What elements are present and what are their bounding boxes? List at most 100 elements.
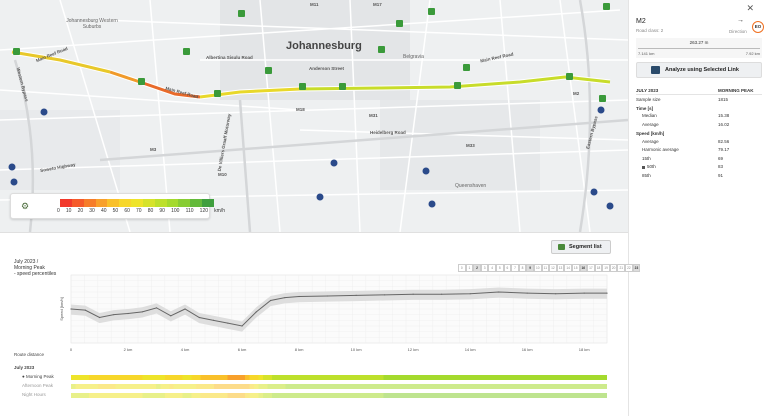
x-tick-label: 4 km xyxy=(181,347,190,352)
data-point xyxy=(606,292,608,294)
hour-cell[interactable]: 6 xyxy=(503,264,512,272)
data-point xyxy=(212,319,215,321)
slider-min: 7.141 km xyxy=(638,51,655,56)
legend-swatch xyxy=(95,199,108,207)
legend-tick: 90 xyxy=(159,208,165,214)
strip-label-night[interactable]: Night Hours xyxy=(22,392,46,397)
time-section-label: Time [s] xyxy=(636,105,654,111)
p85-label: 85th xyxy=(642,172,651,178)
data-point xyxy=(184,308,186,310)
legend-swatch xyxy=(83,199,96,207)
legend-swatch xyxy=(154,199,167,207)
slider-track[interactable] xyxy=(638,48,760,49)
hour-cell[interactable]: 9 xyxy=(526,264,534,272)
distance-slider[interactable]: 263.27 m 7.141 km 7.92 km xyxy=(636,38,762,58)
legend-tick: 100 xyxy=(171,208,180,214)
analyze-icon xyxy=(651,66,660,74)
hour-cell[interactable]: 5 xyxy=(495,264,504,272)
data-point xyxy=(384,294,386,296)
median-label: Median xyxy=(642,113,657,119)
hour-cell[interactable]: 18 xyxy=(594,264,603,272)
data-point xyxy=(526,292,528,294)
speed-section-label: Speed [km/h] xyxy=(636,131,665,137)
data-point xyxy=(284,297,286,299)
analyze-button[interactable]: Analyze using Selected Link xyxy=(636,62,762,78)
route-label: M33 xyxy=(466,143,475,148)
legend-tick: 80 xyxy=(147,208,154,214)
median-line xyxy=(70,291,607,327)
hour-cell[interactable]: 23 xyxy=(632,264,641,272)
breadcrumb-timeset: Morning Peak xyxy=(14,265,45,271)
hour-cell[interactable]: 2 xyxy=(473,264,481,272)
direction-badge[interactable]: EO xyxy=(752,21,764,33)
hour-cell[interactable]: 11 xyxy=(541,264,550,272)
hour-cell[interactable]: 20 xyxy=(609,264,618,272)
hour-cell[interactable]: 3 xyxy=(480,264,489,272)
route-distance-label: Route distance xyxy=(14,352,45,357)
legend-swatch xyxy=(166,199,179,207)
circle-icon: ● xyxy=(22,374,25,379)
legend-tick: 20 xyxy=(77,208,84,214)
legend-swatch xyxy=(119,199,132,207)
speed-strip-morning[interactable] xyxy=(71,375,607,380)
close-icon[interactable]: ✕ xyxy=(746,3,754,13)
sample-size-value: 1815 xyxy=(718,96,729,102)
hour-cell[interactable]: 21 xyxy=(617,264,626,272)
hour-cell[interactable]: 13 xyxy=(556,264,565,272)
p15-label: 15th xyxy=(642,155,651,161)
legend-swatch xyxy=(131,199,143,207)
speed-strip-afternoon[interactable] xyxy=(71,384,607,389)
segment-title: M2 xyxy=(636,18,646,25)
hour-cell[interactable]: 14 xyxy=(564,264,572,272)
strip-title: July 2023 xyxy=(14,365,35,370)
data-point xyxy=(441,293,443,295)
average-value: 16.02 xyxy=(718,121,730,127)
breadcrumb: July 2023 / Morning Peak - speed percent… xyxy=(14,259,56,277)
hour-cell[interactable]: 8 xyxy=(518,264,527,272)
percentile-band xyxy=(71,287,607,332)
legend-swatch xyxy=(71,199,84,207)
x-tick-label: 8 km xyxy=(295,347,304,352)
city-label: Johannesburg xyxy=(286,40,362,52)
speed-average-value: 82.56 xyxy=(718,138,730,144)
route-label: M31 xyxy=(369,113,378,118)
map-view[interactable]: Johannesburg Johannesburg Western Suburb… xyxy=(0,0,628,232)
segment-list-button[interactable]: Segment list xyxy=(551,240,611,254)
p85-value: 91 xyxy=(718,172,724,178)
speed-chart[interactable]: 0 2 km 4 km 6 km 8 km 10 km 12 km 14 km 16 km 18 … xyxy=(0,233,628,416)
data-point xyxy=(269,299,272,302)
legend-color-bar xyxy=(60,199,214,207)
hour-cell[interactable]: 19 xyxy=(602,264,610,272)
road-label: Anderson Street xyxy=(309,66,345,71)
map-canvas[interactable] xyxy=(0,0,628,232)
hour-cell[interactable]: 16 xyxy=(579,264,588,272)
median-value: 15.38 xyxy=(718,113,730,119)
breadcrumb-period[interactable]: July 2023 / xyxy=(14,259,39,265)
hour-cell[interactable]: 4 xyxy=(488,264,496,272)
speed-strip-night[interactable] xyxy=(71,393,607,398)
hour-cell[interactable]: 0 xyxy=(458,264,466,272)
data-point xyxy=(155,307,158,309)
hour-selector[interactable]: 0 1 2 3 4 5 6 7 8 9 10 11 12 13 14 15 16 17 18 19 20 21 22 23 xyxy=(458,264,641,272)
table-header-timeset: MORNING PEAK xyxy=(718,86,762,95)
hour-cell[interactable]: 17 xyxy=(587,264,595,272)
legend-tick: 60 xyxy=(124,208,130,214)
data-point xyxy=(227,322,229,324)
hour-cell[interactable]: 10 xyxy=(533,264,542,272)
data-point xyxy=(555,293,557,295)
legend-tick: 110 xyxy=(185,208,194,214)
hour-cell[interactable]: 15 xyxy=(571,264,580,272)
hour-cell[interactable]: 7 xyxy=(511,264,519,272)
average-label: Average xyxy=(642,121,659,127)
strip-label-morning[interactable]: ● Morning Peak xyxy=(22,374,54,379)
hour-cell[interactable]: 22 xyxy=(625,264,633,272)
gear-icon[interactable]: ⚙ xyxy=(21,201,30,211)
hour-cell[interactable]: 12 xyxy=(549,264,557,272)
arrow-right-icon: → xyxy=(737,17,744,24)
hour-cell[interactable]: 1 xyxy=(465,264,474,272)
strip-label-afternoon[interactable]: Afternoon Peak xyxy=(22,383,54,388)
legend-tick: 50 xyxy=(112,208,119,214)
slider-max: 7.92 km xyxy=(745,51,760,56)
legend-swatch xyxy=(142,199,155,207)
x-tick-label: 0 xyxy=(70,347,73,352)
